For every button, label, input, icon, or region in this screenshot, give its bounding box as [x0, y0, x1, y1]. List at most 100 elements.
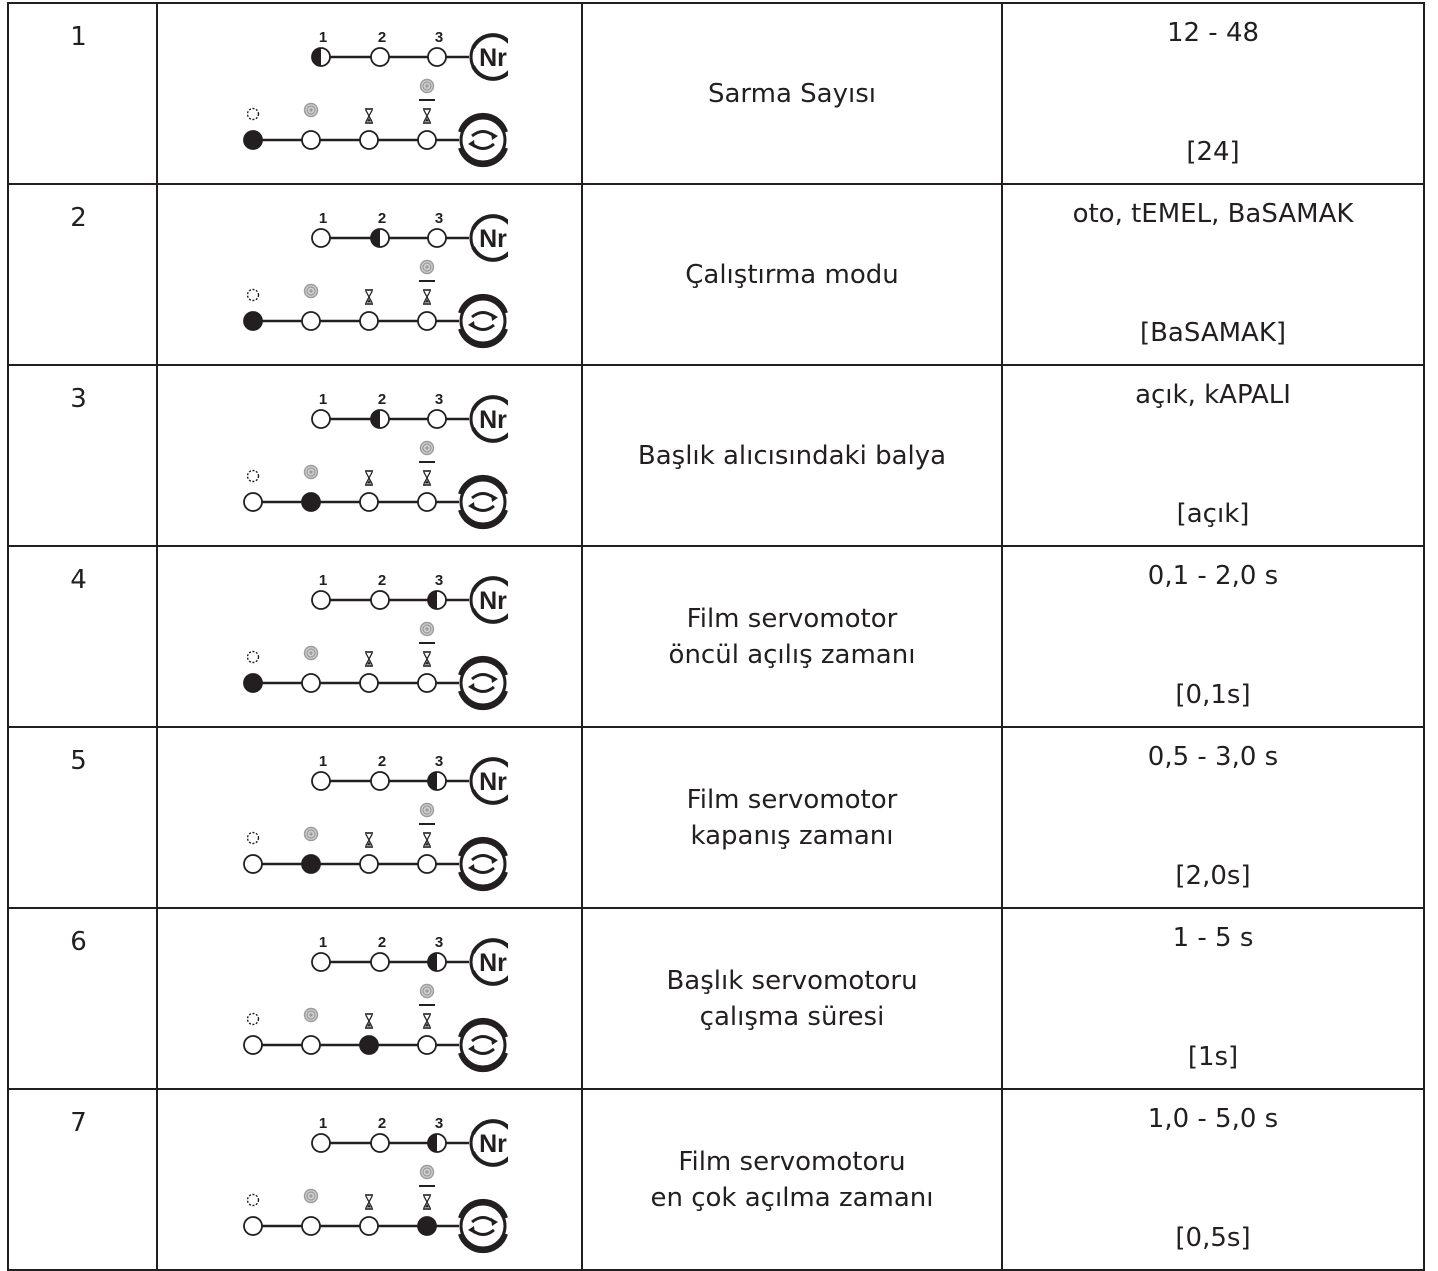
hourglass-icon	[423, 108, 431, 124]
description-line: çalışma süresi	[699, 1001, 885, 1032]
led-number-label: 2	[378, 210, 386, 227]
value-range: 1 - 5 s	[1172, 923, 1254, 953]
led-off	[301, 130, 321, 150]
indicator-cell: 1 2 3 Nr	[156, 545, 583, 728]
description-cell: Film servomotoru en çok açılma zamanı	[581, 1088, 1003, 1271]
led-off	[370, 47, 390, 67]
led-off	[301, 311, 321, 331]
description-line: Başlık alıcısındaki balya	[637, 440, 947, 471]
led-indicator-diagram: 1 2 3 Nr	[243, 210, 508, 349]
led-number-label: 3	[435, 210, 443, 227]
led-indicator-diagram: 1 2 3 Nr	[243, 572, 508, 711]
sun-icon	[246, 1193, 260, 1207]
hourglass-icon	[423, 1194, 431, 1210]
led-number-label: 2	[378, 1115, 386, 1132]
led-off	[370, 1133, 390, 1153]
led-off	[359, 854, 379, 874]
row-number-cell: 3	[7, 364, 158, 547]
table-row: 2 1 2 3 Nr Çalıştırma modu oto, tEMEL, BaSAMAK…	[7, 183, 1425, 366]
value-range: 1,0 - 5,0 s	[1147, 1104, 1279, 1134]
svg-text:Nr: Nr	[479, 587, 507, 615]
led-number-label: 1	[319, 210, 327, 227]
led-on	[359, 1035, 379, 1055]
value-range: 0,5 - 3,0 s	[1147, 742, 1279, 772]
bale-over-hourglass-icon	[419, 259, 435, 305]
led-off	[427, 228, 447, 248]
led-number-label: 3	[435, 1115, 443, 1132]
led-number-label: 2	[378, 934, 386, 951]
bale-over-hourglass-icon	[419, 1164, 435, 1210]
description-line: Çalıştırma modu	[685, 259, 899, 290]
description-cell: Başlık alıcısındaki balya	[581, 364, 1003, 547]
svg-text:Nr: Nr	[479, 768, 507, 796]
hourglass-icon	[365, 1013, 373, 1029]
led-off	[311, 590, 331, 610]
default-value: [2,0s]	[1175, 861, 1251, 891]
led-off	[311, 228, 331, 248]
default-value: [0,5s]	[1175, 1223, 1251, 1253]
bale-over-hourglass-icon	[419, 802, 435, 848]
row-number-cell: 7	[7, 1088, 158, 1271]
led-off	[427, 47, 447, 67]
value-cell: 1 - 5 s [1s]	[1001, 907, 1425, 1090]
sun-icon	[246, 650, 260, 664]
hourglass-icon	[423, 832, 431, 848]
hourglass-icon	[365, 108, 373, 124]
description-line: Başlık servomotoru	[666, 965, 918, 996]
led-off	[359, 130, 379, 150]
row-number: 5	[70, 746, 87, 776]
bale-icon	[419, 78, 435, 94]
bale-icon	[419, 802, 435, 818]
indicator-cell: 1 2 3 Nr	[156, 1088, 583, 1271]
row-number: 4	[70, 565, 87, 595]
led-on	[243, 311, 263, 331]
nr-circle-icon: Nr	[469, 576, 508, 624]
led-off	[417, 673, 437, 693]
description-line: en çok açılma zamanı	[650, 1182, 934, 1213]
hourglass-icon	[423, 1013, 431, 1029]
led-off	[301, 1035, 321, 1055]
description-cell: Film servomotor kapanış zamanı	[581, 726, 1003, 909]
value-range: 12 - 48	[1166, 18, 1260, 48]
rotate-arrows-icon	[458, 836, 508, 892]
value-range: 0,1 - 2,0 s	[1147, 561, 1279, 591]
led-on	[301, 854, 321, 874]
bale-over-hourglass-icon	[419, 78, 435, 124]
led-off	[359, 311, 379, 331]
nr-circle-icon: Nr	[469, 938, 508, 986]
description-cell: Başlık servomotoru çalışma süresi	[581, 907, 1003, 1090]
led-number-label: 3	[435, 572, 443, 589]
bale-over-hourglass-icon	[419, 440, 435, 486]
led-off	[417, 311, 437, 331]
sun-icon	[246, 1012, 260, 1026]
hourglass-icon	[423, 289, 431, 305]
description-cell: Film servomotor öncül açılış zamanı	[581, 545, 1003, 728]
led-off	[311, 952, 331, 972]
led-off	[417, 130, 437, 150]
led-on	[243, 130, 263, 150]
led-number-label: 2	[378, 29, 386, 46]
nr-circle-icon: Nr	[469, 214, 508, 262]
led-on	[301, 492, 321, 512]
led-number-label: 2	[378, 572, 386, 589]
led-number-label: 1	[319, 572, 327, 589]
hourglass-icon	[365, 289, 373, 305]
led-number-label: 1	[319, 29, 327, 46]
rotate-arrows-icon	[458, 655, 508, 711]
led-off	[243, 854, 263, 874]
bale-icon	[303, 645, 319, 661]
bale-icon	[419, 1164, 435, 1180]
led-off	[243, 1216, 263, 1236]
default-value: [24]	[1186, 137, 1240, 167]
nr-circle-icon: Nr	[469, 395, 508, 443]
bale-icon	[303, 826, 319, 842]
row-number-cell: 5	[7, 726, 158, 909]
led-off	[301, 1216, 321, 1236]
led-off	[311, 1133, 331, 1153]
bale-icon	[303, 1188, 319, 1204]
led-number-label: 3	[435, 29, 443, 46]
value-cell: 0,1 - 2,0 s [0,1s]	[1001, 545, 1425, 728]
bale-icon	[303, 283, 319, 299]
table-row: 6 1 2 3 Nr Başlık servomotoru çalışma süresi 1 …	[7, 907, 1425, 1090]
table-row: 4 1 2 3 Nr Film servomotor öncül açılış zamanı…	[7, 545, 1425, 728]
